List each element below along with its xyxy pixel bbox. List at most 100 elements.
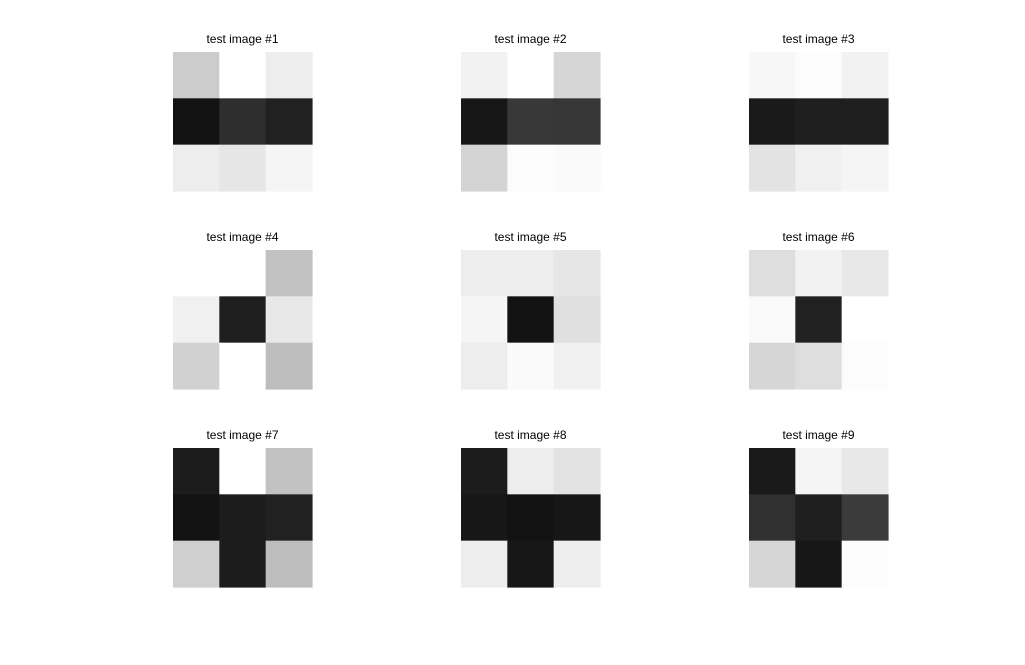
subplot-title: test image #3 <box>782 32 854 46</box>
heatmap-cell <box>795 98 843 146</box>
heatmap-cell <box>173 448 220 495</box>
heatmap-cell <box>553 52 601 99</box>
heatmap-cell <box>219 144 267 192</box>
heatmap-cell <box>749 144 796 192</box>
heatmap-cell <box>265 448 313 495</box>
heatmap-cell <box>507 540 555 588</box>
heatmap-cell <box>461 448 508 495</box>
heatmap-cell <box>461 494 508 542</box>
subplot-title: test image #9 <box>782 428 854 442</box>
heatmap-cell <box>841 144 889 192</box>
heatmap-cell <box>553 296 601 344</box>
heatmap-cell <box>219 296 267 344</box>
heatmap-cell <box>265 342 313 390</box>
heatmap-cell <box>749 98 796 146</box>
subplot-8: test image #8 <box>461 428 601 588</box>
heatmap-cell <box>795 448 843 495</box>
heatmap-cell <box>173 540 220 588</box>
heatmap-cell <box>749 494 796 542</box>
heatmap-cell <box>507 448 555 495</box>
heatmap-cell <box>461 144 508 192</box>
heatmap-cell <box>507 296 555 344</box>
subplot-title: test image #1 <box>206 32 278 46</box>
subplot-4: test image #4 <box>173 230 313 390</box>
heatmap-cell <box>749 342 796 390</box>
heatmap-cell <box>841 98 889 146</box>
subplot-7: test image #7 <box>173 428 313 588</box>
heatmap-cell <box>219 448 267 495</box>
heatmap-cell <box>219 342 267 390</box>
heatmap-cell <box>553 540 601 588</box>
subplot-title: test image #8 <box>494 428 566 442</box>
heatmap-cell <box>265 250 313 297</box>
heatmap-cell <box>461 296 508 344</box>
heatmap-cell <box>553 144 601 192</box>
heatmap-cell <box>173 98 220 146</box>
heatmap-cell <box>553 494 601 542</box>
subplot-title: test image #6 <box>782 230 854 244</box>
heatmap-cell <box>553 448 601 495</box>
heatmap-cell <box>841 342 889 390</box>
subplot-2: test image #2 <box>461 32 601 192</box>
heatmap-cell <box>749 540 796 588</box>
heatmap-cell <box>795 296 843 344</box>
heatmap-cell <box>749 296 796 344</box>
subplot-title: test image #5 <box>494 230 566 244</box>
heatmap-cell <box>749 448 796 495</box>
heatmap-cell <box>219 52 267 99</box>
heatmap-cell <box>265 98 313 146</box>
heatmap-cell <box>173 494 220 542</box>
heatmap-cell <box>265 144 313 192</box>
heatmap-cell <box>553 342 601 390</box>
heatmap-cell <box>173 250 220 297</box>
heatmap-cell <box>265 296 313 344</box>
heatmap-cell <box>841 540 889 588</box>
heatmap-cell <box>507 52 555 99</box>
heatmap-cell <box>795 494 843 542</box>
heatmap-cell <box>553 250 601 297</box>
subplot-title: test image #7 <box>206 428 278 442</box>
subplot-title: test image #2 <box>494 32 566 46</box>
heatmap-cell <box>173 144 220 192</box>
heatmap-cell <box>265 494 313 542</box>
heatmap-cell <box>219 250 267 297</box>
heatmap-cell <box>507 144 555 192</box>
heatmap-cell <box>749 52 796 99</box>
heatmap-cell <box>461 98 508 146</box>
subplot-9: test image #9 <box>749 428 889 588</box>
heatmap-cell <box>461 342 508 390</box>
heatmap-cell <box>553 98 601 146</box>
heatmap-cell <box>265 540 313 588</box>
subplot-6: test image #6 <box>749 230 889 390</box>
subplot-1: test image #1 <box>173 32 313 192</box>
heatmap-cell <box>173 296 220 344</box>
heatmap-cell <box>173 342 220 390</box>
heatmap-cell <box>507 342 555 390</box>
heatmap-cell <box>219 540 267 588</box>
heatmap-cell <box>795 250 843 297</box>
heatmap-cell <box>841 448 889 495</box>
subplot-title: test image #4 <box>206 230 278 244</box>
heatmap-cell <box>461 540 508 588</box>
heatmap-cell <box>795 540 843 588</box>
heatmap-cell <box>507 494 555 542</box>
heatmap-cell <box>841 52 889 99</box>
heatmap-cell <box>507 98 555 146</box>
heatmap-cell <box>173 52 220 99</box>
heatmap-cell <box>841 250 889 297</box>
heatmap-cell <box>461 52 508 99</box>
heatmap-cell <box>219 98 267 146</box>
heatmap-cell <box>461 250 508 297</box>
heatmap-cell <box>749 250 796 297</box>
heatmap-cell <box>219 494 267 542</box>
subplot-3: test image #3 <box>749 32 889 192</box>
heatmap-cell <box>265 52 313 99</box>
heatmap-cell <box>841 296 889 344</box>
heatmap-cell <box>795 144 843 192</box>
heatmap-cell <box>507 250 555 297</box>
heatmap-cell <box>795 52 843 99</box>
heatmap-cell <box>795 342 843 390</box>
subplot-5: test image #5 <box>461 230 601 390</box>
